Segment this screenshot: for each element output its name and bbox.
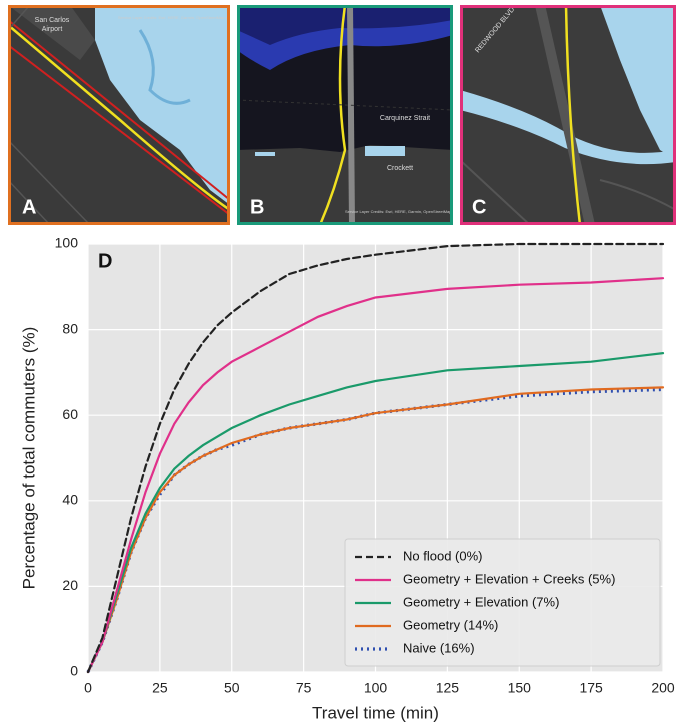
legend-label: Geometry + Elevation + Creeks (5%) [403,571,615,586]
legend-label: No flood (0%) [403,548,482,563]
legend-label: Geometry + Elevation (7%) [403,594,559,609]
y-tick-label: 40 [62,492,78,508]
map-label: Carquinez Strait [380,115,430,122]
line-chart: 0 20 40 60 80 100 0 25 50 75 100 125 150 175 200 Travel… [19,235,674,723]
panel-label: D [98,250,112,272]
y-axis-title: Percentage of total commuters (%) [19,327,38,590]
panel-letter: A [22,196,36,218]
x-tick-label: 50 [224,680,240,696]
panel-letter: C [472,196,486,218]
x-tick-label: 175 [579,680,603,696]
y-tick-label: 80 [62,320,78,336]
x-tick-label: 0 [84,680,92,696]
y-tick-label: 0 [70,663,78,679]
map-label: Crockett [387,165,413,172]
map-label: San Carlos [35,17,70,24]
x-tick-label: 200 [651,680,675,696]
x-tick-label: 100 [364,680,388,696]
figure: San Carlos Airport Service Layer Credits… [0,0,684,728]
map-label: Airport [42,26,63,33]
y-tick-label: 100 [55,235,79,251]
map-c: REDWOOD BLVD C [460,5,676,225]
x-tick-label: 150 [508,680,532,696]
panel-letter: B [250,196,264,218]
legend-label: Naive (16%) [403,640,475,655]
x-tick-label: 125 [436,680,460,696]
x-tick-label: 25 [152,680,168,696]
y-tick-label: 20 [62,577,78,593]
legend-label: Geometry (14%) [403,617,498,632]
y-tick-label: 60 [62,406,78,422]
x-tick-label: 75 [296,680,312,696]
x-axis-title: Travel time (min) [312,703,439,722]
